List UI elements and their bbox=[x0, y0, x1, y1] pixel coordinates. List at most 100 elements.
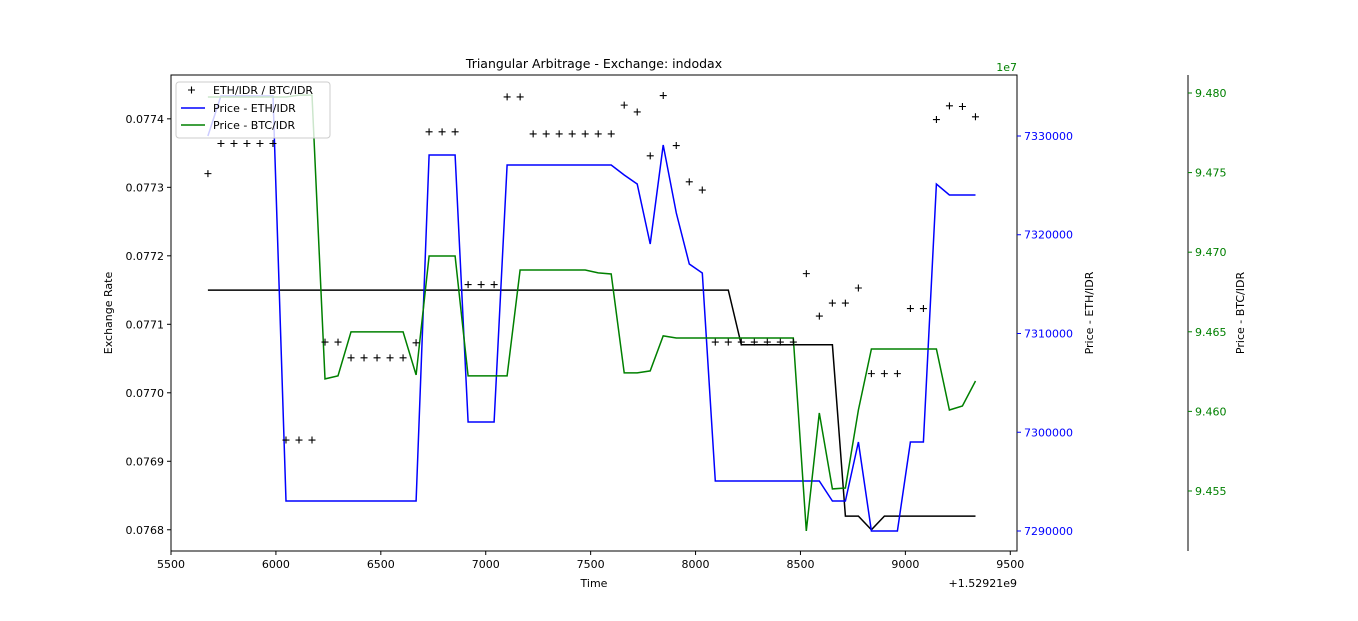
y-tick-label: 0.0770 bbox=[126, 387, 165, 400]
plus-marker-icon bbox=[542, 130, 550, 138]
plus-marker-icon bbox=[711, 338, 719, 346]
x-offset-label: +1.52921e9 bbox=[949, 577, 1017, 590]
plus-marker-icon bbox=[555, 130, 563, 138]
plus-marker-icon bbox=[217, 139, 225, 147]
plus-marker-icon bbox=[880, 370, 888, 378]
plus-marker-icon bbox=[607, 130, 615, 138]
x-tick-label: 6000 bbox=[262, 558, 290, 571]
plus-marker-icon bbox=[282, 436, 290, 444]
x-tick-label: 7000 bbox=[472, 558, 500, 571]
plus-marker-icon bbox=[334, 338, 342, 346]
legend-entry-ratio: ETH/IDR / BTC/IDR bbox=[188, 84, 313, 97]
y-tick-label: 0.0768 bbox=[126, 524, 165, 537]
plus-marker-icon bbox=[594, 130, 602, 138]
plus-marker-icon bbox=[438, 128, 446, 136]
plus-marker-icon bbox=[295, 436, 303, 444]
y-tick-label: 9.455 bbox=[1195, 485, 1227, 498]
plus-marker-icon bbox=[789, 338, 797, 346]
plus-marker-icon bbox=[763, 338, 771, 346]
plus-marker-icon bbox=[568, 130, 576, 138]
plus-marker-icon bbox=[906, 305, 914, 313]
plus-marker-icon bbox=[724, 338, 732, 346]
plus-marker-icon bbox=[737, 338, 745, 346]
y-tick-label: 7320000 bbox=[1024, 229, 1073, 242]
x-tick-label: 6500 bbox=[367, 558, 395, 571]
plus-marker-icon bbox=[893, 370, 901, 378]
plus-marker-icon bbox=[698, 186, 706, 194]
plus-marker-icon bbox=[932, 116, 940, 124]
plus-marker-icon bbox=[425, 128, 433, 136]
y-tick-label: 0.0772 bbox=[126, 250, 165, 263]
legend-label: Price - ETH/IDR bbox=[213, 102, 296, 115]
plus-marker-icon bbox=[659, 92, 667, 100]
series-line bbox=[207, 95, 976, 532]
eth-axis-label: Price - ETH/IDR bbox=[1083, 271, 1096, 354]
plus-marker-icon bbox=[373, 354, 381, 362]
legend-label: ETH/IDR / BTC/IDR bbox=[213, 84, 313, 97]
plus-marker-icon bbox=[412, 339, 420, 347]
legend-entry-btc: Price - BTC/IDR bbox=[181, 119, 296, 132]
plus-marker-icon bbox=[490, 281, 498, 289]
plus-marker-icon bbox=[620, 101, 628, 109]
chart-title: Triangular Arbitrage - Exchange: indodax bbox=[465, 56, 722, 71]
plus-marker-icon bbox=[828, 299, 836, 307]
plus-marker-icon bbox=[386, 354, 394, 362]
legend: ETH/IDR / BTC/IDR Price - ETH/IDR Price … bbox=[175, 81, 331, 139]
plus-marker-icon bbox=[503, 93, 511, 101]
left-axis-ticks: 0.0768 0.0769 0.0770 0.0771 0.0772 0.0773 0.07… bbox=[126, 113, 171, 537]
btc-axis-ticks: 9.455 9.460 9.465 9.470 9.475 9.480 bbox=[1188, 87, 1227, 498]
plus-marker-icon bbox=[919, 305, 927, 313]
x-axis-label: Time bbox=[580, 577, 608, 590]
legend-entry-eth: Price - ETH/IDR bbox=[181, 102, 296, 115]
x-axis-ticks: 5500 6000 6500 7000 7500 8000 8500 9000 9500 bbox=[157, 551, 1024, 571]
plus-marker-icon bbox=[815, 312, 823, 320]
plus-marker-icon bbox=[516, 93, 524, 101]
axes-frame bbox=[170, 74, 1018, 552]
plus-marker-icon bbox=[685, 178, 693, 186]
y-tick-label: 9.460 bbox=[1195, 405, 1227, 418]
x-tick-label: 7500 bbox=[577, 558, 605, 571]
y-tick-label: 9.480 bbox=[1195, 87, 1227, 100]
plus-marker-icon bbox=[802, 270, 810, 278]
y-tick-label: 9.470 bbox=[1195, 246, 1227, 259]
plus-marker-icon bbox=[243, 139, 251, 147]
plus-marker-icon bbox=[477, 281, 485, 289]
plus-marker-icon bbox=[464, 281, 472, 289]
left-axis-label: Exchange Rate bbox=[102, 272, 115, 355]
plus-marker-icon bbox=[399, 354, 407, 362]
series-line bbox=[207, 94, 977, 531]
y-tick-label: 0.0773 bbox=[126, 181, 165, 194]
x-tick-label: 9500 bbox=[996, 558, 1024, 571]
x-tick-label: 8500 bbox=[786, 558, 814, 571]
plus-marker-icon bbox=[750, 338, 758, 346]
plus-marker-icon bbox=[188, 86, 195, 94]
x-tick-label: 8000 bbox=[682, 558, 710, 571]
plus-marker-icon bbox=[581, 130, 589, 138]
plus-marker-icon bbox=[672, 142, 680, 150]
plus-marker-icon bbox=[945, 102, 953, 110]
plus-marker-icon bbox=[867, 370, 875, 378]
plus-marker-icon bbox=[360, 354, 368, 362]
eth-axis-ticks: 7290000 7300000 7310000 7320000 7330000 bbox=[1017, 130, 1073, 538]
series-line bbox=[207, 289, 976, 531]
plus-marker-icon bbox=[347, 354, 355, 362]
plus-marker-icon bbox=[308, 436, 316, 444]
plot-area bbox=[204, 92, 979, 532]
y-tick-label: 9.475 bbox=[1195, 167, 1227, 180]
plus-marker-icon bbox=[841, 299, 849, 307]
plus-marker-icon bbox=[529, 130, 537, 138]
series-layer bbox=[204, 92, 979, 532]
plus-marker-icon bbox=[958, 103, 966, 111]
btc-axis-label: Price - BTC/IDR bbox=[1234, 272, 1247, 355]
y-tick-label: 7330000 bbox=[1024, 130, 1073, 143]
y-tick-label: 0.0771 bbox=[126, 318, 165, 331]
plus-marker-icon bbox=[646, 152, 654, 160]
plus-marker-icon bbox=[321, 338, 329, 346]
y-tick-label: 9.465 bbox=[1195, 326, 1227, 339]
plus-marker-icon bbox=[971, 113, 979, 121]
y-tick-label: 0.0774 bbox=[126, 113, 165, 126]
y-tick-label: 7290000 bbox=[1024, 525, 1073, 538]
plus-marker-icon bbox=[633, 108, 641, 116]
plus-marker-icon bbox=[854, 284, 862, 292]
